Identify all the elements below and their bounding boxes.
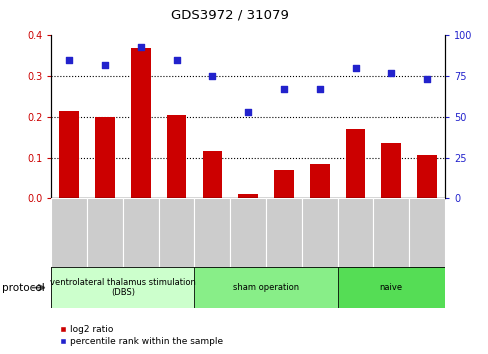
Legend: log2 ratio, percentile rank within the sample: log2 ratio, percentile rank within the s… xyxy=(56,321,226,349)
Point xyxy=(244,109,252,115)
Bar xyxy=(301,198,337,267)
Bar xyxy=(87,198,122,267)
Bar xyxy=(345,129,365,198)
Point xyxy=(137,44,144,50)
Bar xyxy=(337,267,444,308)
Bar xyxy=(274,170,293,198)
Bar xyxy=(194,267,337,308)
Point xyxy=(208,73,216,79)
Text: GDS3972 / 31079: GDS3972 / 31079 xyxy=(170,9,288,22)
Bar xyxy=(202,152,222,198)
Bar xyxy=(95,117,115,198)
Bar xyxy=(265,198,301,267)
Point xyxy=(101,62,109,68)
Point xyxy=(280,86,287,92)
Point xyxy=(386,70,394,76)
Bar xyxy=(408,198,444,267)
Bar xyxy=(166,115,186,198)
Text: ventrolateral thalamus stimulation
(DBS): ventrolateral thalamus stimulation (DBS) xyxy=(50,278,196,297)
Text: sham operation: sham operation xyxy=(232,283,299,292)
Text: naive: naive xyxy=(379,283,402,292)
Point xyxy=(351,65,359,71)
Point xyxy=(172,57,180,63)
Bar xyxy=(373,198,408,267)
Point xyxy=(422,76,430,82)
Bar xyxy=(381,143,400,198)
Bar xyxy=(131,47,150,198)
Bar xyxy=(230,198,265,267)
Bar xyxy=(238,194,258,198)
Bar xyxy=(337,198,373,267)
Bar xyxy=(51,198,87,267)
Bar xyxy=(51,267,194,308)
Bar xyxy=(194,198,230,267)
Point xyxy=(315,86,323,92)
Point xyxy=(65,57,73,63)
Bar xyxy=(416,155,436,198)
Bar xyxy=(59,111,79,198)
Text: protocol: protocol xyxy=(2,282,45,293)
Bar xyxy=(122,198,159,267)
Bar xyxy=(309,164,329,198)
Bar xyxy=(159,198,194,267)
